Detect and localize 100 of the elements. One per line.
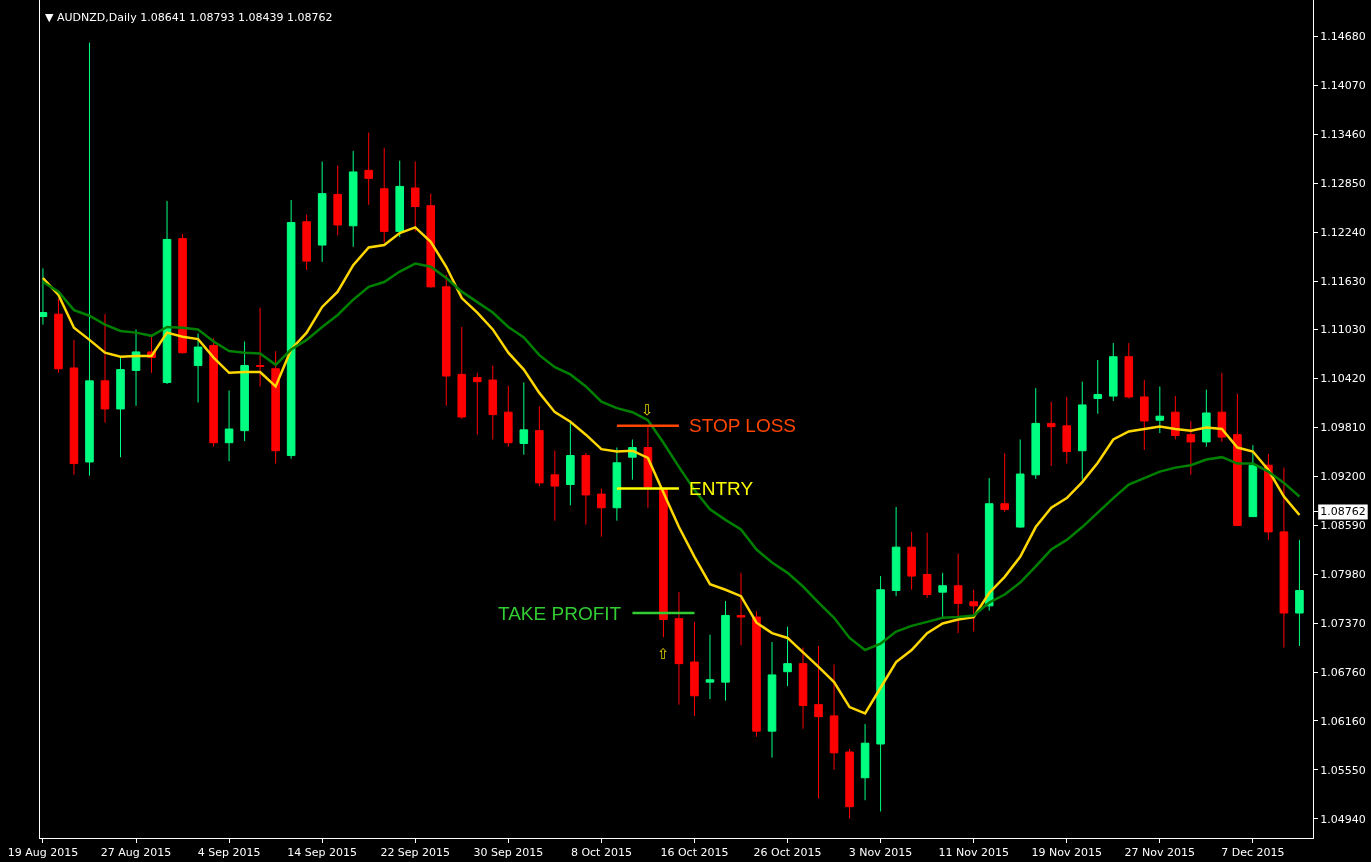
candlestick (1171, 395, 1180, 440)
candlestick (907, 531, 916, 591)
candlestick (845, 748, 854, 820)
candlestick (535, 406, 544, 487)
candlestick (1093, 359, 1103, 415)
candlestick (814, 645, 823, 800)
candlestick (1077, 381, 1087, 481)
candlestick (1140, 379, 1149, 451)
candlestick (224, 389, 234, 462)
candlestick (364, 132, 373, 206)
x-tick-label: 27 Nov 2015 (1124, 846, 1196, 860)
y-tick-label: 1.07370 (1320, 617, 1366, 631)
candlestick (162, 200, 172, 385)
candlestick (1124, 342, 1134, 400)
candlestick (1062, 396, 1072, 465)
series-label: TAKE PROFIT (498, 603, 622, 624)
candlestick (690, 621, 699, 717)
candlestick (876, 575, 885, 812)
candlestick (736, 572, 746, 646)
candlestick (54, 298, 63, 374)
candlestick (969, 589, 978, 633)
y-tick-label: 1.08590 (1320, 519, 1366, 533)
candlestick (426, 193, 436, 289)
candlestick (938, 572, 947, 618)
y-tick-label: 1.10420 (1320, 372, 1366, 386)
candlestick (100, 313, 110, 424)
candlestick (643, 426, 653, 509)
candlestick (271, 350, 280, 465)
candlestick (193, 332, 203, 404)
candlestick (1108, 342, 1118, 402)
y-tick-label: 1.12850 (1320, 177, 1366, 191)
y-tick-label: 1.09200 (1320, 470, 1366, 484)
candlestick (488, 365, 498, 440)
y-tick-label: 1.07980 (1320, 568, 1366, 582)
candlestick (783, 626, 792, 687)
candlestick (1015, 438, 1025, 529)
candlestick (348, 150, 358, 248)
x-tick-label: 14 Sep 2015 (287, 846, 358, 860)
x-tick-label: 7 Dec 2015 (1221, 846, 1285, 860)
candlestick (1248, 444, 1258, 518)
candlestick (1279, 467, 1289, 649)
x-tick-label: 19 Aug 2015 (7, 846, 79, 860)
candlestick (1155, 385, 1165, 434)
candlestick (379, 147, 389, 244)
candlestick (767, 641, 777, 759)
y-tick-label: 1.06160 (1320, 714, 1366, 728)
series-label: STOP LOSS (689, 415, 797, 436)
x-tick-label: 26 Oct 2015 (753, 846, 822, 860)
candlestick (333, 165, 342, 236)
candlestick (504, 385, 513, 448)
candlestick (612, 447, 622, 522)
line-series (41, 226, 1301, 715)
x-tick-label: 16 Oct 2015 (660, 846, 729, 860)
candlestick (581, 452, 591, 526)
candlestick (705, 634, 715, 700)
candlestick (1000, 452, 1009, 513)
candlestick (1295, 539, 1304, 647)
candlestick (40, 267, 48, 326)
series-label: ENTRY (689, 478, 754, 499)
candlestick (891, 506, 901, 597)
y-tick-label: 1.08762 (1320, 505, 1366, 519)
candlestick (829, 663, 839, 771)
candlestick (1031, 387, 1041, 480)
y-tick-label: 1.11630 (1320, 275, 1366, 289)
candlestick (550, 450, 560, 522)
candlestick (674, 591, 684, 706)
candlestick (286, 199, 296, 460)
candlestick (860, 723, 870, 801)
candlestick (302, 214, 311, 271)
y-tick-label: 1.05550 (1320, 763, 1366, 777)
candlestick (395, 160, 405, 238)
y-tick-label: 1.09810 (1320, 421, 1366, 435)
candlestick (1046, 401, 1056, 467)
text: ▼ AUDNZD,Daily 1.08641 1.08793 1.08439 1.08762 (45, 10, 333, 24)
candlestick (1264, 453, 1273, 541)
candlestick (317, 160, 327, 263)
candlestick (116, 357, 125, 458)
candlestick (240, 340, 249, 442)
x-tick-label: 19 Nov 2015 (1031, 846, 1102, 860)
x-tick-label: 3 Nov 2015 (848, 846, 913, 860)
candlestick (922, 532, 932, 599)
y-tick-label: 1.06760 (1320, 666, 1366, 680)
annotation: ⇧ (657, 645, 670, 663)
candlestick (953, 553, 963, 634)
y-tick-label: 1.11030 (1320, 323, 1366, 337)
candlestick (85, 42, 94, 477)
x-tick-label: 8 Oct 2015 (570, 846, 632, 860)
candlestick (1233, 393, 1242, 526)
candlestick (519, 381, 529, 456)
candlestick (752, 610, 761, 738)
candlestick (472, 372, 482, 436)
y-tick-label: 1.14070 (1320, 79, 1366, 93)
candlestick (1202, 389, 1211, 448)
candlestick (410, 160, 420, 232)
candlestick (255, 307, 265, 387)
candlestick (1186, 420, 1196, 476)
candlestick (178, 233, 187, 355)
candlestick (984, 477, 994, 612)
candlestick (69, 339, 79, 476)
y-tick-label: 1.14680 (1320, 30, 1366, 44)
